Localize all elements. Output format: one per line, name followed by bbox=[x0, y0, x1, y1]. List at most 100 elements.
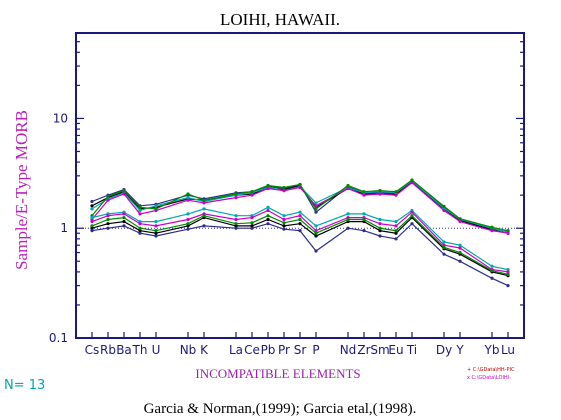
legend-entry: x C:\GData\LOIHI- bbox=[467, 375, 511, 381]
data-point bbox=[186, 192, 190, 196]
data-point bbox=[234, 226, 238, 230]
data-point bbox=[282, 224, 286, 228]
x-tick-label-nb: Nb bbox=[180, 343, 197, 357]
data-point bbox=[298, 210, 302, 214]
series-group bbox=[90, 178, 510, 288]
data-point bbox=[154, 204, 158, 208]
data-point bbox=[106, 226, 110, 230]
data-point bbox=[250, 190, 254, 194]
data-point bbox=[122, 189, 126, 193]
data-point bbox=[298, 217, 302, 222]
legend-entry: + C:\GData\HH-PIC bbox=[467, 367, 515, 373]
data-point bbox=[250, 224, 254, 228]
data-point bbox=[266, 208, 270, 213]
x-tick-label-u: U bbox=[152, 343, 161, 357]
data-point bbox=[442, 208, 446, 213]
data-point bbox=[410, 181, 414, 185]
data-point bbox=[106, 214, 110, 218]
data-point bbox=[506, 267, 510, 272]
x-tick-label-ba: Ba bbox=[116, 343, 132, 357]
data-point bbox=[234, 224, 238, 228]
data-point bbox=[410, 178, 414, 182]
data-point bbox=[234, 192, 238, 196]
data-point bbox=[250, 226, 254, 230]
series-5 bbox=[90, 178, 510, 233]
data-point bbox=[90, 219, 94, 224]
data-point bbox=[186, 222, 190, 226]
data-point bbox=[266, 222, 270, 226]
x-tick-label-sm: Sm bbox=[370, 343, 389, 357]
data-point bbox=[282, 217, 286, 222]
data-point bbox=[458, 219, 462, 224]
data-point bbox=[394, 229, 398, 233]
data-point bbox=[346, 183, 350, 188]
data-point bbox=[298, 229, 302, 233]
data-point bbox=[138, 212, 142, 216]
data-point bbox=[122, 192, 126, 196]
data-point bbox=[90, 207, 94, 211]
data-point bbox=[122, 215, 126, 220]
data-point bbox=[90, 215, 94, 220]
y-axis-label: Sample/E-Type MORB bbox=[12, 110, 31, 270]
data-point bbox=[314, 201, 318, 205]
data-point bbox=[186, 227, 190, 231]
data-point bbox=[282, 214, 286, 218]
data-point bbox=[298, 182, 302, 187]
data-point bbox=[202, 198, 206, 202]
series-line bbox=[91, 181, 509, 234]
data-point bbox=[506, 284, 510, 288]
data-point bbox=[442, 252, 446, 256]
data-point bbox=[362, 229, 366, 233]
series-line bbox=[91, 209, 509, 273]
data-point bbox=[394, 237, 398, 241]
data-point bbox=[378, 229, 382, 233]
data-point bbox=[186, 198, 190, 202]
data-point bbox=[266, 205, 270, 209]
data-point bbox=[362, 217, 366, 222]
x-tick-label-eu: Eu bbox=[388, 343, 403, 357]
data-point bbox=[394, 193, 398, 197]
series-line bbox=[91, 222, 509, 287]
data-point bbox=[90, 224, 94, 228]
data-point bbox=[106, 194, 110, 198]
x-tick-label-k: K bbox=[200, 343, 209, 357]
chart-title: LOIHI, HAWAII. bbox=[220, 10, 340, 29]
data-point bbox=[314, 229, 318, 233]
data-point bbox=[282, 189, 286, 193]
data-point bbox=[442, 240, 446, 244]
data-point bbox=[266, 186, 270, 191]
data-point bbox=[362, 190, 366, 194]
data-point bbox=[90, 199, 94, 204]
data-point bbox=[122, 219, 126, 224]
x-tick-label-y: Y bbox=[455, 343, 464, 357]
x-tick-label-cs: Cs bbox=[85, 343, 100, 357]
data-point bbox=[458, 217, 462, 221]
data-point bbox=[506, 229, 510, 233]
data-point bbox=[138, 222, 142, 226]
data-point bbox=[378, 226, 382, 230]
data-point bbox=[314, 231, 318, 235]
data-point bbox=[154, 234, 158, 238]
y-axis-ticks: 0.1 1 10 bbox=[49, 32, 524, 345]
x-axis-label: INCOMPATIBLE ELEMENTS bbox=[195, 366, 360, 381]
y-tick-label: 10 bbox=[53, 111, 68, 125]
data-point bbox=[362, 212, 366, 216]
series-line bbox=[91, 179, 509, 232]
series-4 bbox=[90, 181, 510, 235]
data-point bbox=[106, 222, 110, 226]
data-point bbox=[458, 259, 462, 263]
series-9 bbox=[90, 222, 510, 288]
data-point bbox=[378, 217, 382, 222]
data-point bbox=[378, 192, 382, 196]
series-line bbox=[91, 216, 509, 277]
data-point bbox=[314, 249, 318, 253]
data-point bbox=[122, 212, 126, 216]
data-point bbox=[202, 201, 206, 205]
y-tick-label: 0.1 bbox=[49, 331, 68, 345]
x-tick-label-ti: Ti bbox=[406, 343, 417, 357]
data-point bbox=[442, 204, 446, 209]
data-point bbox=[378, 189, 382, 193]
data-point bbox=[154, 231, 158, 235]
